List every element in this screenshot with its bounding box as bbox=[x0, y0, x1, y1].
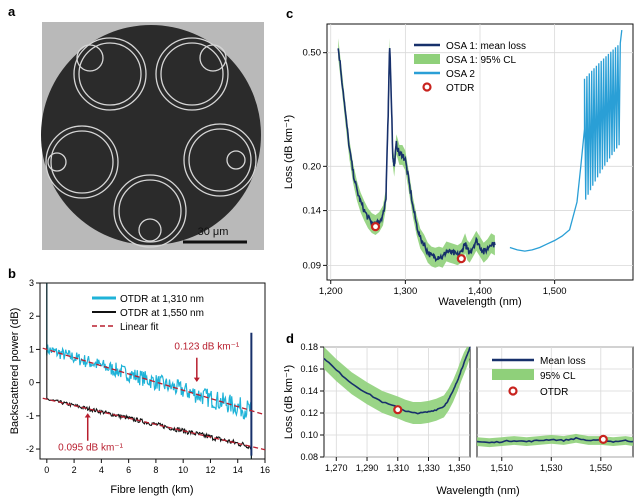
d-right-xtick-label: 1,530 bbox=[540, 463, 563, 473]
legend-label-mean: OSA 1: mean loss bbox=[446, 41, 526, 52]
chart-b-frame bbox=[39, 282, 266, 460]
chart-c-ticks: 1,200 1,300 1,400 1,500 0.09 0.14 0.20 0.50 bbox=[303, 48, 567, 297]
c-xtick-label: 1,400 bbox=[468, 286, 492, 297]
legend-label-1550: OTDR at 1,550 nm bbox=[120, 308, 204, 319]
d-left-ytick-label: 0.12 bbox=[300, 408, 318, 418]
scale-bar-label: 30 μm bbox=[198, 226, 229, 238]
b-xtick-label: 12 bbox=[205, 465, 215, 475]
chart-d: 1,270 1,290 1,310 1,330 1,350 0.08 0.10 0.12 0.1… bbox=[283, 342, 634, 497]
c-xtick-label: 1,200 bbox=[319, 286, 343, 297]
chart-c-ylabel: Loss (dB km⁻¹) bbox=[283, 115, 295, 189]
legend-label-osa2: OSA 2 bbox=[446, 69, 475, 80]
chart-c: 1,200 1,300 1,400 1,500 0.09 0.14 0.20 0.50 OSA… bbox=[283, 23, 634, 308]
legend-label-1310: OTDR at 1,310 nm bbox=[120, 294, 204, 305]
chart-b-xlabel: Fibre length (km) bbox=[110, 484, 193, 496]
chart-d-ylabel: Loss (dB km⁻¹) bbox=[283, 365, 295, 439]
chart-c-xlabel: Wavelength (nm) bbox=[438, 296, 521, 308]
legend-label-d-cl: 95% CL bbox=[540, 371, 576, 382]
capillary-tubes bbox=[45, 37, 257, 248]
d-right-xtick-label: 1,550 bbox=[590, 463, 613, 473]
d-left-xtick-label: 1,290 bbox=[356, 463, 379, 473]
legend-swatch-d-cl bbox=[492, 369, 534, 380]
panel-label-d: d bbox=[286, 331, 294, 346]
c-xtick-label: 1,300 bbox=[393, 286, 417, 297]
b-arrowhead-1550 bbox=[84, 413, 91, 418]
b-xtick-label: 10 bbox=[178, 465, 188, 475]
d-right-xtick-label: 1,510 bbox=[490, 463, 513, 473]
b-series-0 bbox=[46, 283, 252, 460]
legend-label-d-mean: Mean loss bbox=[540, 356, 586, 367]
chart-b-legend: OTDR at 1,310 nm OTDR at 1,550 nm Linear… bbox=[92, 294, 204, 333]
panel-label-a: a bbox=[8, 4, 16, 19]
d-left-xtick-label: 1,270 bbox=[325, 463, 348, 473]
chart-c-series bbox=[337, 30, 623, 268]
fibre-micrograph: 30 μm bbox=[41, 22, 264, 250]
c-otdr-point-1 bbox=[456, 254, 466, 264]
d-left-confidence-band bbox=[324, 347, 470, 424]
b-xtick-label: 16 bbox=[260, 465, 270, 475]
b-linear-fit-0 bbox=[42, 347, 266, 416]
b-linear-fit-1 bbox=[42, 397, 266, 451]
chart-b-annotations: 0.123 dB km⁻¹ 0.095 dB km⁻¹ bbox=[58, 341, 240, 453]
b-xtick-label: 8 bbox=[153, 465, 158, 475]
legend-swatch-cl bbox=[414, 54, 440, 64]
c-osa2-line bbox=[509, 30, 623, 252]
c-ytick-label: 0.14 bbox=[303, 206, 322, 217]
chart-d-xlabel: Wavelength (nm) bbox=[436, 485, 519, 497]
d-left-ytick-label: 0.10 bbox=[300, 430, 318, 440]
b-xtick-label: 14 bbox=[233, 465, 243, 475]
d-left-ytick-label: 0.14 bbox=[300, 386, 318, 396]
panel-label-c: c bbox=[286, 6, 293, 21]
b-arrowhead-1310 bbox=[193, 377, 200, 382]
chart-d-left-series bbox=[323, 346, 471, 424]
d-left-ytick-label: 0.08 bbox=[300, 452, 318, 462]
chart-d-left-ticks: 1,270 1,290 1,310 1,330 1,350 0.08 0.10 0.12 0.1… bbox=[300, 342, 470, 473]
d-left-xtick-label: 1,310 bbox=[387, 463, 410, 473]
panel-label-b: b bbox=[8, 266, 16, 281]
c-otdr-point-0 bbox=[370, 222, 381, 232]
d-right-otdr-point-0 bbox=[598, 434, 608, 444]
legend-swatch-d-otdr bbox=[508, 386, 518, 396]
legend-label-fit: Linear fit bbox=[120, 322, 159, 333]
b-annotation-1550: 0.095 dB km⁻¹ bbox=[58, 443, 123, 454]
b-ytick-label: 2 bbox=[29, 311, 34, 321]
chart-b-series bbox=[42, 283, 266, 460]
legend-label-cl: OSA 1: 95% CL bbox=[446, 55, 516, 66]
d-left-otdr-point-0 bbox=[393, 405, 403, 415]
legend-swatch-otdr bbox=[422, 82, 432, 92]
c-ytick-label: 0.50 bbox=[303, 48, 322, 59]
b-xtick-label: 2 bbox=[72, 465, 77, 475]
d-left-mean-loss-line bbox=[323, 346, 471, 415]
b-ytick-label: 1 bbox=[29, 344, 34, 354]
b-ytick-label: 0 bbox=[29, 378, 34, 388]
b-xtick-label: 6 bbox=[126, 465, 131, 475]
d-left-xtick-label: 1,350 bbox=[448, 463, 471, 473]
chart-d-right-ticks: 1,510 1,530 1,550 bbox=[490, 457, 612, 473]
legend-label-d-otdr: OTDR bbox=[540, 387, 568, 398]
c-ytick-label: 0.09 bbox=[303, 260, 322, 271]
legend-label-otdr: OTDR bbox=[446, 83, 474, 94]
fibre-cladding bbox=[41, 25, 261, 245]
b-annotation-1310: 0.123 dB km⁻¹ bbox=[174, 341, 239, 352]
d-left-ytick-label: 0.18 bbox=[300, 342, 318, 352]
chart-d-legend: Mean loss 95% CL OTDR bbox=[492, 356, 586, 398]
d-left-ytick-label: 0.16 bbox=[300, 364, 318, 374]
b-ytick-label: -1 bbox=[26, 411, 34, 421]
chart-b-ylabel: Backscattered power (dB) bbox=[9, 308, 21, 435]
b-ytick-label: 3 bbox=[29, 278, 34, 288]
b-xtick-label: 4 bbox=[99, 465, 104, 475]
chart-d-right-series bbox=[476, 433, 634, 448]
d-left-xtick-label: 1,330 bbox=[417, 463, 440, 473]
d-right-mean-loss-line bbox=[476, 436, 634, 444]
chart-c-legend: OSA 1: mean loss OSA 1: 95% CL OSA 2 OTD… bbox=[414, 41, 526, 94]
c-ytick-label: 0.20 bbox=[303, 161, 322, 172]
b-xtick-label: 0 bbox=[44, 465, 49, 475]
c-xtick-label: 1,500 bbox=[543, 286, 567, 297]
c-mean-loss-line bbox=[337, 47, 496, 263]
b-ytick-label: -2 bbox=[26, 444, 34, 454]
